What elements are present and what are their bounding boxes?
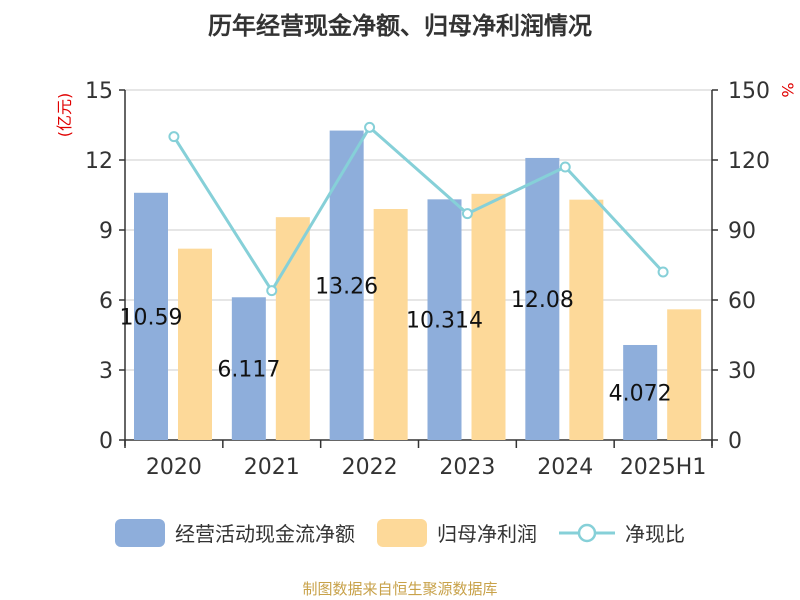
bar-cash-data-label: 6.117 — [217, 358, 280, 383]
ratio-line — [172, 125, 665, 294]
x-tick-label: 2023 — [439, 455, 495, 480]
bar-profit — [275, 217, 310, 440]
x-tick-label: 2020 — [146, 455, 202, 480]
chart-title: 历年经营现金净额、归母净利润情况 — [208, 12, 592, 40]
legend-label-ratio: 净现比 — [625, 522, 685, 546]
y-right-tick-label: 30 — [728, 359, 756, 384]
y-right-tick-label: 60 — [728, 289, 756, 314]
y-left-tick-label: 0 — [99, 429, 113, 454]
bar-cash — [134, 192, 168, 440]
y-right-tick-label: 0 — [728, 429, 742, 454]
legend: 经营活动现金流净额 归母净利润 净现比 — [0, 518, 800, 547]
y-left-tick-label: 3 — [99, 359, 113, 384]
x-tick-label: 2024 — [537, 455, 593, 480]
legend-swatch-profit — [377, 518, 427, 547]
bar-cash — [231, 297, 266, 440]
y-left-tick-label: 9 — [99, 219, 113, 244]
legend-swatch-cash — [115, 518, 165, 547]
y-right-tick-label: 150 — [728, 79, 770, 104]
y-right-tick-label: 120 — [728, 149, 770, 174]
bar-profit — [667, 309, 702, 440]
bar-profit — [471, 193, 506, 440]
x-tick-label: 2025H1 — [620, 455, 707, 480]
legend-label-cash: 经营活动现金流净额 — [175, 522, 355, 546]
y-right-axis-label: % — [778, 82, 797, 97]
bar-cash — [623, 344, 658, 440]
ratio-point — [168, 131, 180, 143]
legend-swatch-ratio — [559, 523, 615, 542]
ratio-point — [657, 266, 669, 278]
ratio-point — [266, 285, 278, 297]
bar-profit — [373, 209, 408, 440]
ratio-point — [364, 121, 376, 133]
legend-label-profit: 归母净利润 — [437, 522, 537, 546]
x-tick-label: 2021 — [244, 455, 300, 480]
y-left-axis-label: (亿元) — [55, 93, 74, 138]
bar-cash-data-label: 10.59 — [120, 305, 183, 330]
y-right-tick-label: 90 — [728, 219, 756, 244]
bar-profit — [178, 248, 212, 440]
y-left-tick-label: 12 — [85, 149, 113, 174]
ratio-point — [461, 208, 473, 220]
bar-cash-data-label: 10.314 — [406, 309, 483, 334]
legend-item-profit[interactable]: 归母净利润 — [377, 518, 537, 547]
legend-item-ratio[interactable]: 净现比 — [559, 518, 685, 547]
bar-cash-data-label: 4.072 — [609, 381, 672, 406]
legend-item-cash[interactable]: 经营活动现金流净额 — [115, 518, 355, 547]
bar-cash-data-label: 13.26 — [315, 274, 378, 299]
source-note: 制图数据来自恒生聚源数据库 — [302, 580, 498, 598]
y-left-tick-label: 6 — [99, 289, 113, 314]
bar-cash — [525, 157, 560, 441]
ratio-point — [559, 161, 571, 173]
bar-cash — [427, 199, 462, 440]
y-left-tick-label: 15 — [85, 79, 113, 104]
bar-profit — [569, 199, 604, 440]
bar-cash-data-label: 12.08 — [511, 288, 574, 313]
x-tick-label: 2022 — [342, 455, 398, 480]
